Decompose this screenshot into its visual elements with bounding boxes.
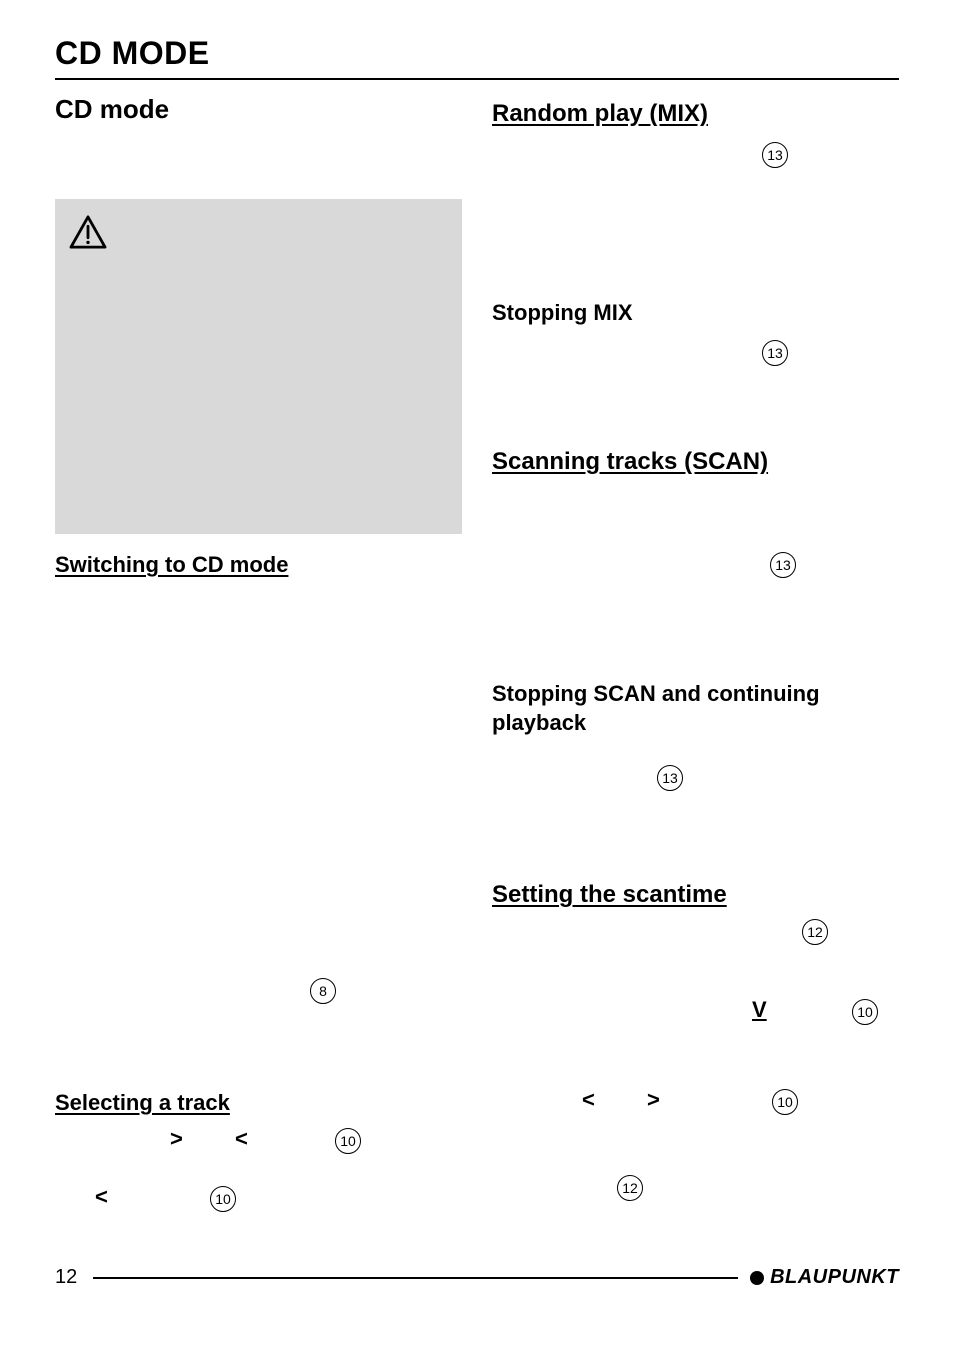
arrow-left-icon-3: <: [582, 1087, 595, 1113]
arrow-down-icon: V: [752, 997, 767, 1023]
random-ref-row: 13: [492, 138, 899, 174]
warning-icon: [69, 215, 107, 254]
page: CD MODE CD mode Switching to CD mode: [0, 0, 954, 1349]
heading-switching-to-cd-mode: Switching to CD mode: [55, 552, 462, 578]
scantime-lr-row: < > 10: [492, 1087, 899, 1123]
left-column: CD mode Switching to CD mode 8 Selec: [55, 94, 462, 1220]
ref-circle-10b: 10: [210, 1186, 236, 1212]
arrow-right-icon: >: [170, 1126, 183, 1152]
page-number: 12: [55, 1266, 77, 1289]
scantime-ref12-row: 12: [492, 919, 899, 955]
ref-circle-12a: 12: [802, 919, 828, 945]
heading-stopping-mix: Stopping MIX: [492, 300, 899, 326]
arrow-left-icon-2: <: [95, 1184, 108, 1210]
scantime-ref12b-row: 12: [492, 1175, 899, 1211]
scan-ref-row: 13: [492, 548, 899, 584]
section-title-cd-mode: CD mode: [55, 94, 462, 125]
ref-circle-13a: 13: [762, 142, 788, 168]
brand-dot-icon: [750, 1271, 764, 1285]
heading-stopping-scan: Stopping SCAN and continuing playback: [492, 680, 899, 737]
ref-circle-10d: 10: [772, 1089, 798, 1115]
footer-line: [93, 1277, 738, 1279]
select-track-row-2: < 10: [55, 1184, 462, 1220]
heading-setting-scantime: Setting the scantime: [492, 881, 899, 909]
arrow-left-icon: <: [235, 1126, 248, 1152]
stopscan-ref-row: 13: [492, 759, 899, 795]
ref-circle-13b: 13: [762, 340, 788, 366]
brand-text: BLAUPUNKT: [770, 1266, 899, 1289]
title-underline: [55, 78, 899, 80]
page-title: CD MODE: [55, 35, 899, 72]
heading-selecting-a-track: Selecting a track: [55, 1090, 462, 1116]
footer: 12 BLAUPUNKT: [55, 1266, 899, 1289]
ref-circle-10a: 10: [335, 1128, 361, 1154]
ref-circle-10c: 10: [852, 999, 878, 1025]
warning-box: [55, 199, 462, 534]
select-track-row-1: > < 10: [55, 1126, 462, 1162]
columns: CD mode Switching to CD mode 8 Selec: [55, 94, 899, 1220]
ref-circle-13c: 13: [770, 552, 796, 578]
ref8-row: 8: [55, 978, 462, 1014]
heading-random-play: Random play (MIX): [492, 100, 899, 128]
brand-logo: BLAUPUNKT: [750, 1266, 899, 1289]
right-column: Random play (MIX) 13 Stopping MIX 13 Sca…: [492, 94, 899, 1220]
heading-scanning-tracks: Scanning tracks (SCAN): [492, 448, 899, 476]
ref-circle-8: 8: [310, 978, 336, 1004]
arrow-right-icon-2: >: [647, 1087, 660, 1113]
ref-circle-12b: 12: [617, 1175, 643, 1201]
stopmix-ref-row: 13: [492, 336, 899, 372]
ref-circle-13d: 13: [657, 765, 683, 791]
scantime-v-row: V 10: [492, 997, 899, 1033]
